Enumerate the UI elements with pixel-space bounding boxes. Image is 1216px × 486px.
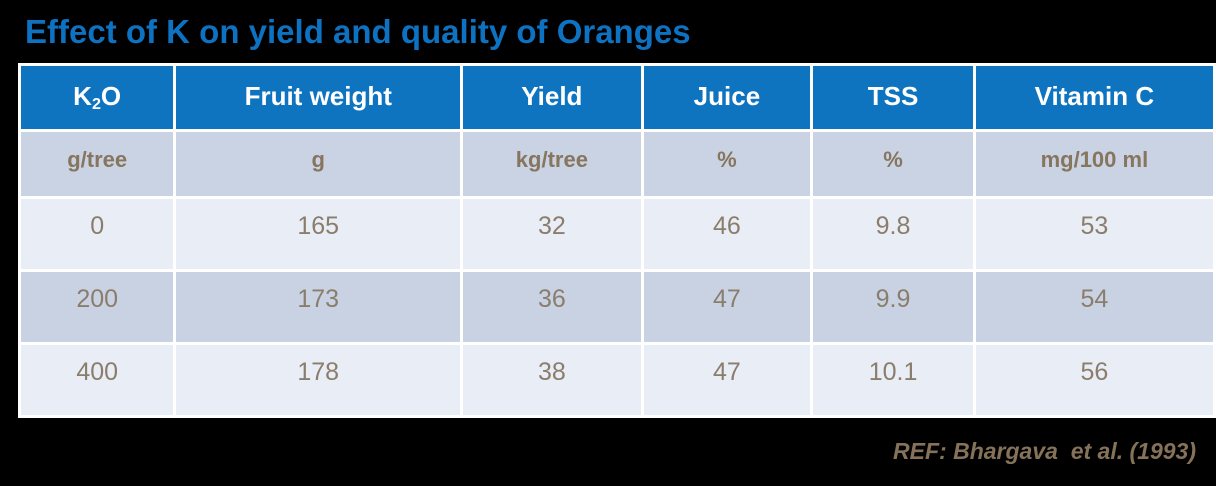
table-cell: 47 (640, 269, 814, 345)
table-cell: 47 (640, 342, 814, 418)
column-header-k2o: K2O (17, 63, 177, 132)
table-header-row: K2O Fruit weight Yield Juice TSS Vitamin… (17, 63, 1216, 132)
table-cell: 9.8 (810, 196, 976, 272)
table-cell: 178 (173, 342, 464, 418)
table-cell: 36 (460, 269, 644, 345)
table-cell: 173 (173, 269, 464, 345)
unit-cell-fruit-weight: g (173, 129, 464, 199)
column-header-juice: Juice (640, 63, 814, 132)
column-header-vitamin-c: Vitamin C (972, 63, 1216, 132)
table-cell: 38 (460, 342, 644, 418)
table-row: 200 173 36 47 9.9 54 (17, 269, 1216, 345)
column-header-fruit-weight: Fruit weight (173, 63, 464, 132)
table-row: 400 178 38 47 10.1 56 (17, 342, 1216, 418)
table-cell: 54 (972, 269, 1216, 345)
page-title: Effect of K on yield and quality of Oran… (25, 13, 691, 50)
reference-text: REF: Bhargava et al. (1993) (893, 438, 1196, 464)
table-cell: 46 (640, 196, 814, 272)
data-table: K2O Fruit weight Yield Juice TSS Vitamin… (17, 63, 1216, 418)
table-cell: 165 (173, 196, 464, 272)
table-cell: 400 (17, 342, 177, 418)
table-units-row: g/tree g kg/tree % % mg/100 ml (17, 129, 1216, 199)
table-row: 0 165 32 46 9.8 53 (17, 196, 1216, 272)
k2o-subscript: 2 (91, 94, 101, 113)
unit-cell-vitamin-c: mg/100 ml (972, 129, 1216, 199)
k2o-base: K (73, 81, 92, 111)
unit-cell-yield: kg/tree (460, 129, 644, 199)
column-header-yield: Yield (460, 63, 644, 132)
unit-cell-tss: % (810, 129, 976, 199)
column-header-tss: TSS (810, 63, 976, 132)
table-cell: 10.1 (810, 342, 976, 418)
table-cell: 9.9 (810, 269, 976, 345)
k2o-tail: O (100, 81, 122, 111)
table-cell: 200 (17, 269, 177, 345)
table-cell: 32 (460, 196, 644, 272)
table-cell: 0 (17, 196, 177, 272)
unit-cell-juice: % (640, 129, 814, 199)
table-cell: 53 (972, 196, 1216, 272)
unit-cell-k2o: g/tree (17, 129, 177, 199)
table-cell: 56 (972, 342, 1216, 418)
